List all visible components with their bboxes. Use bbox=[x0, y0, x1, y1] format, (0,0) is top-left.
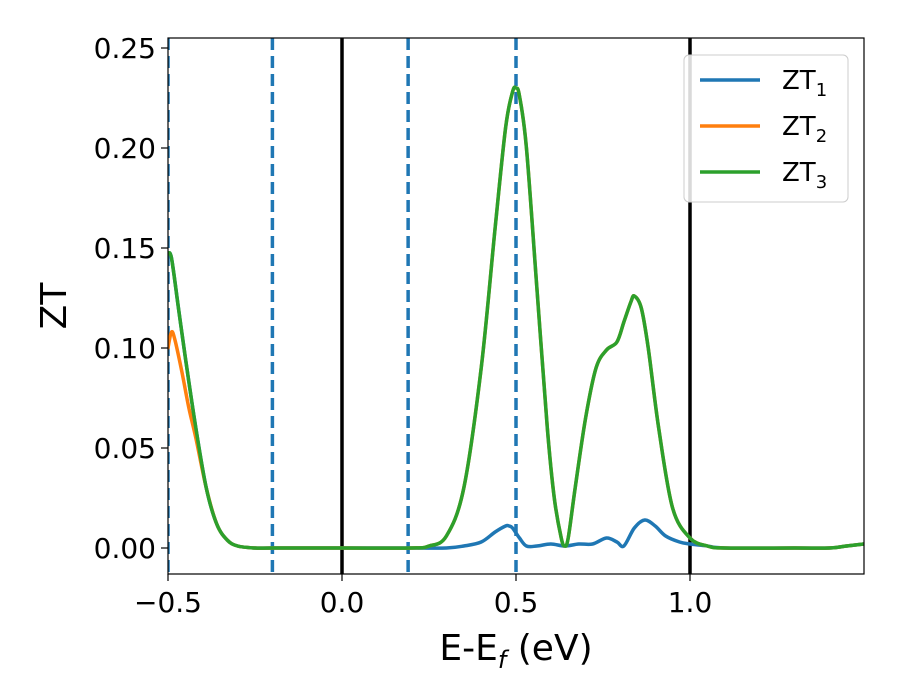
x-tick-label: 1.0 bbox=[668, 586, 713, 619]
y-tick-label: 0.15 bbox=[94, 232, 156, 265]
x-tick-label: −0.5 bbox=[134, 586, 202, 619]
legend-frame bbox=[683, 54, 849, 203]
x-axis-title-unit: (eV) bbox=[506, 628, 592, 669]
series-line-zt3 bbox=[168, 85, 864, 550]
x-axis-title: E-Ef (eV) bbox=[439, 628, 592, 674]
series-layer bbox=[168, 85, 864, 550]
legend-label-zt3: ZT3 bbox=[782, 158, 827, 193]
y-tick-label: 0.20 bbox=[94, 132, 156, 165]
y-tick-label: 0.25 bbox=[94, 32, 156, 65]
y-axis-title: ZT bbox=[34, 282, 75, 330]
y-tick-label: 0.10 bbox=[94, 332, 156, 365]
legend: ZT1 ZT2 ZT3 bbox=[683, 54, 849, 203]
y-tick-label: 0.00 bbox=[94, 532, 156, 565]
y-tick-label: 0.05 bbox=[94, 432, 156, 465]
legend-label-zt1: ZT1 bbox=[782, 66, 827, 101]
x-tick-label: 0.0 bbox=[320, 586, 365, 619]
reference-lines bbox=[168, 38, 692, 574]
x-tick-label: 0.5 bbox=[494, 586, 539, 619]
y-axis: 0.00 0.05 0.10 0.15 0.20 0.25 bbox=[94, 32, 168, 565]
x-axis: −0.5 0.0 0.5 1.0 bbox=[134, 574, 712, 619]
legend-label-zt2: ZT2 bbox=[782, 112, 827, 147]
x-axis-title-main: E-E bbox=[439, 628, 497, 669]
